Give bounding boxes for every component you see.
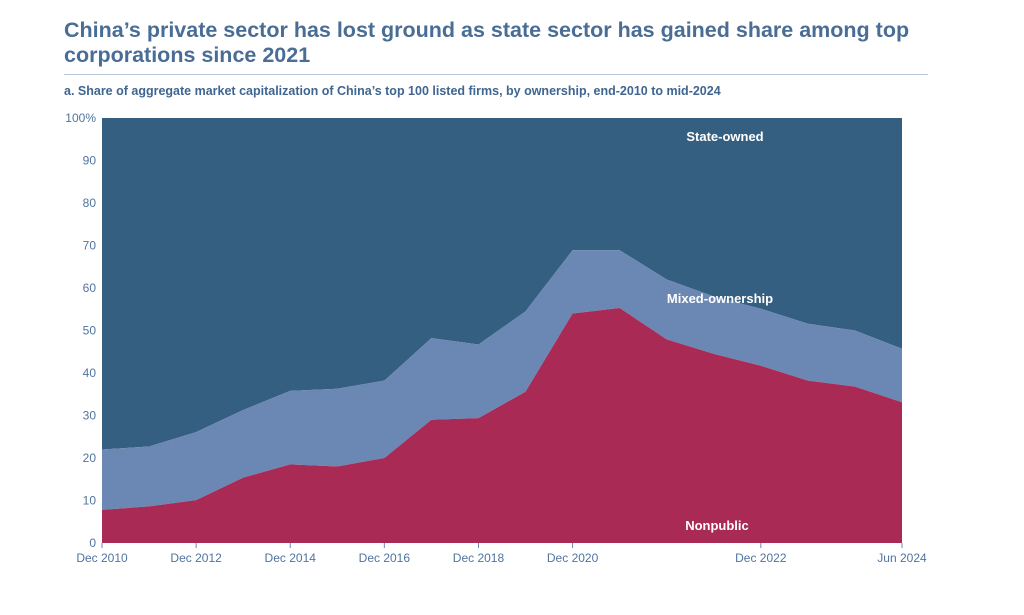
y-tick-label: 90 (83, 154, 97, 168)
area-state-owned (102, 118, 902, 450)
chart-title: China’s private sector has lost ground a… (64, 18, 910, 67)
x-tick-label: Dec 2018 (453, 551, 505, 565)
y-tick-label: 20 (83, 451, 97, 465)
y-tick-label: 80 (83, 196, 97, 210)
chart-subtitle: a. Share of aggregate market capitalizat… (64, 84, 721, 98)
y-tick-label: 30 (83, 409, 97, 423)
y-tick-label: 0 (89, 536, 96, 550)
x-tick-label: Dec 2022 (735, 551, 787, 565)
x-tick-label: Dec 2016 (359, 551, 411, 565)
title-divider (64, 74, 928, 75)
y-tick-label: 70 (83, 239, 97, 253)
x-tick-label: Dec 2010 (76, 551, 128, 565)
y-tick-label: 40 (83, 366, 97, 380)
series-label-nonpublic: Nonpublic (685, 518, 749, 533)
series-labels: Nonpublic Mixed-ownership State-owned (667, 129, 773, 533)
series-label-mixed-ownership: Mixed-ownership (667, 291, 773, 306)
y-tick-label: 50 (83, 324, 97, 338)
series-label-state-owned: State-owned (686, 129, 763, 144)
area-mixed-ownership (102, 250, 902, 510)
x-tick-label: Dec 2014 (265, 551, 317, 565)
x-tick-label: Dec 2012 (170, 551, 222, 565)
y-axis-ticks: 0 10 20 30 40 50 60 70 80 90 100% (65, 111, 96, 550)
x-tick-label: Dec 2020 (547, 551, 599, 565)
x-axis-ticks: Dec 2010 Dec 2012 Dec 2014 Dec 2016 Dec 2018… (76, 543, 927, 565)
area-layers (102, 118, 902, 543)
area-nonpublic (102, 308, 902, 543)
y-tick-label: 10 (83, 494, 97, 508)
y-tick-label: 100% (65, 111, 96, 125)
x-tick-label: Jun 2024 (877, 551, 927, 565)
y-tick-label: 60 (83, 281, 97, 295)
